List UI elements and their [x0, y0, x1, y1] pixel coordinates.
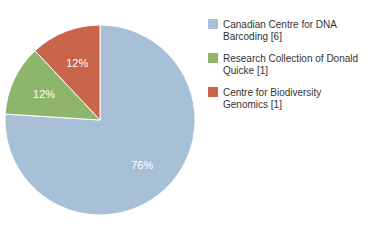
chart: 76% 12% 12% Canadian Centre for DNABarcodin…: [0, 0, 380, 240]
data-label: 12%: [66, 57, 88, 69]
pie-slice: [5, 25, 195, 215]
slices: [5, 25, 195, 215]
legend: Canadian Centre for DNABarcoding [6] Rese…: [208, 19, 358, 110]
chart-container: 76% 12% 12% Canadian Centre for DNABarcodin…: [0, 0, 380, 240]
legend-swatch: [208, 53, 218, 63]
data-labels: 76% 12% 12%: [33, 57, 153, 171]
legend-swatch: [208, 87, 218, 97]
data-label: 76%: [131, 159, 153, 171]
legend-label: Centre for BiodiversityGenomics [1]: [223, 87, 321, 110]
data-label: 12%: [33, 88, 55, 100]
legend-label: Research Collection of DonaldQuicke [1]: [223, 53, 358, 76]
legend-swatch: [208, 19, 218, 29]
legend-label: Canadian Centre for DNABarcoding [6]: [223, 19, 337, 42]
pie-slice: [35, 25, 100, 120]
